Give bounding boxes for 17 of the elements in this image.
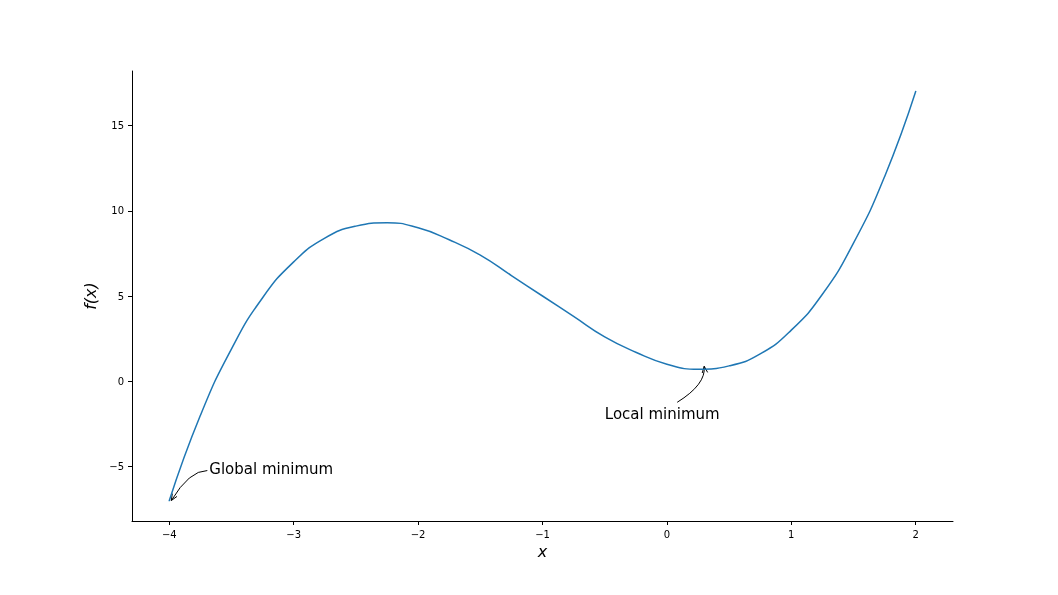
x-axis-title: x [536,542,548,562]
x-tick-label: 1 [788,528,795,540]
y-tick-label: 10 [111,205,124,217]
y-tick-label: 0 [117,375,124,387]
x-tick-label: 2 [912,528,919,540]
x-tick-label: −2 [410,528,426,540]
x-tick-label: −1 [535,528,550,540]
line-series [168,90,917,502]
x-tick-label: −3 [286,528,302,540]
annotation: Local minimum [604,405,720,424]
x-tick-label: 0 [663,528,671,540]
y-tick-label: 15 [111,120,124,132]
y-tick-label: 5 [117,290,124,302]
annotation: Global minimum [209,459,334,478]
y-axis-title: f(x) [80,282,100,310]
y-tick-label: −5 [109,460,124,472]
x-tick-label: −4 [161,528,177,540]
